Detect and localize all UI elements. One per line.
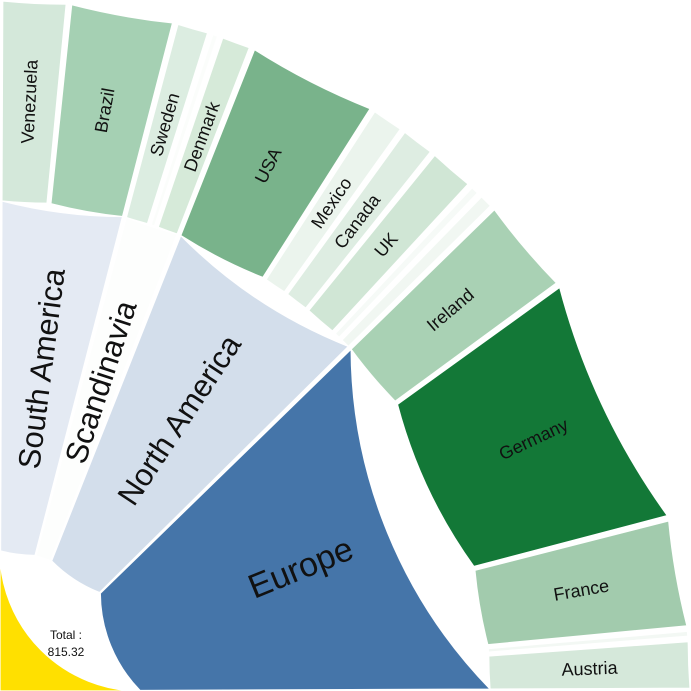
segment-unlabeled-1-1[interactable] xyxy=(150,33,219,227)
segment-brazil[interactable] xyxy=(50,3,174,218)
segment-ireland[interactable] xyxy=(350,208,558,403)
segment-mexico[interactable] xyxy=(265,110,402,293)
center-total-value: 815.32 xyxy=(48,645,85,659)
region-south-america[interactable] xyxy=(0,200,124,557)
segment-germany[interactable] xyxy=(396,286,669,568)
center-disk[interactable] xyxy=(0,550,141,691)
segment-canada[interactable] xyxy=(286,131,432,309)
segment-unlabeled-3-3[interactable] xyxy=(487,630,689,653)
segment-uk[interactable] xyxy=(307,154,469,332)
region-europe[interactable] xyxy=(99,347,492,691)
segment-unlabeled-2-4[interactable] xyxy=(334,186,479,339)
region-north-america[interactable] xyxy=(50,234,350,594)
segment-label-venezuela: Venezuela xyxy=(17,58,41,144)
region-scandinavia[interactable] xyxy=(35,216,178,562)
segment-france[interactable] xyxy=(474,520,688,646)
center-total-label: Total : xyxy=(50,628,82,642)
segment-label-austria: Austria xyxy=(561,658,619,680)
center-group: Total : 815.32 xyxy=(0,550,141,691)
segment-austria[interactable] xyxy=(488,641,691,690)
